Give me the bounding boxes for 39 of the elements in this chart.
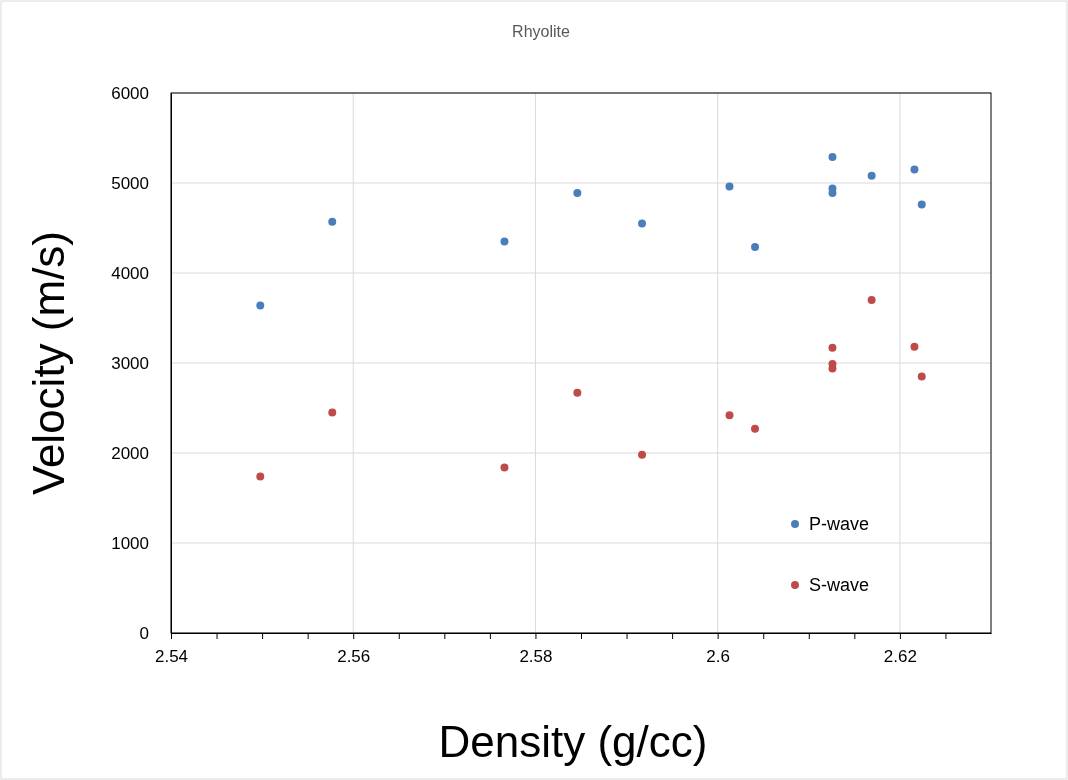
chart-title: Rhyolite	[512, 23, 570, 40]
point	[256, 301, 265, 310]
point	[725, 182, 734, 191]
point	[256, 472, 265, 481]
x-tick-label: 2.6	[706, 647, 730, 667]
y-tick-label: 2000	[111, 443, 149, 463]
point	[751, 424, 760, 433]
x-axis-title: Density (g/cc)	[438, 717, 708, 766]
point	[751, 242, 760, 251]
point	[500, 463, 509, 472]
point	[910, 342, 919, 351]
point	[573, 188, 582, 197]
y-tick-label: 5000	[111, 173, 149, 193]
y-tick-label: 0	[139, 623, 149, 643]
x-tick-label: 2.62	[883, 647, 917, 667]
y-tick-label: 1000	[111, 533, 149, 553]
y-axis-title: Velocity (m/s)	[24, 230, 73, 496]
point	[910, 165, 919, 174]
point	[573, 388, 582, 397]
y-tick-label: 6000	[111, 83, 149, 103]
point	[328, 408, 337, 417]
y-tick-label: 3000	[111, 353, 149, 373]
y-tick-label: 4000	[111, 263, 149, 283]
point	[328, 217, 337, 226]
legend-label: S-wave	[809, 575, 870, 595]
x-tick-label: 2.58	[519, 647, 553, 667]
x-tick-label: 2.54	[154, 647, 189, 667]
point	[917, 372, 926, 381]
point	[638, 450, 647, 459]
point	[917, 200, 926, 209]
point	[867, 171, 876, 180]
point	[638, 219, 647, 228]
point	[828, 152, 837, 161]
legend-label: P-wave	[809, 514, 870, 534]
x-tick-label: 2.56	[337, 647, 371, 667]
point	[725, 411, 734, 420]
point	[500, 237, 509, 246]
point	[867, 296, 876, 304]
point	[828, 343, 837, 352]
